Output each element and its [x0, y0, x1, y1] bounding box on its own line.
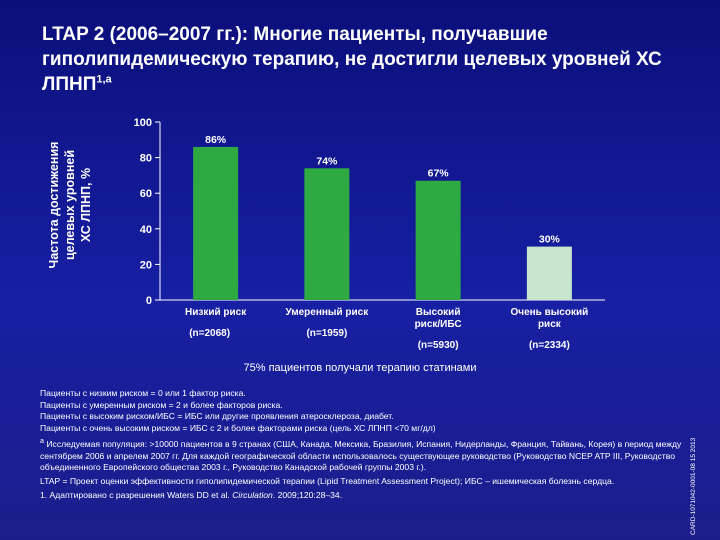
y-tick-label: 40 — [140, 224, 152, 236]
category-label-3: риск/ИБС — [415, 319, 462, 330]
slide-title: LTAP 2 (2006–2007 гг.): Многие пациенты,… — [42, 22, 682, 97]
footnote-ltap: LTAP = Проект оценки эффективности гипол… — [40, 476, 615, 487]
title-superscript: 1,a — [96, 73, 112, 86]
slide-title-text: LTAP 2 (2006–2007 гг.): Многие пациенты,… — [42, 24, 662, 95]
bar-3 — [415, 180, 461, 300]
footnote-low-risk: Пациенты с низким риском = 0 или 1 факто… — [40, 388, 246, 398]
footnotes: Пациенты с низким риском = 0 или 1 факто… — [40, 388, 692, 501]
category-label-2: Умеренный риск — [286, 307, 370, 318]
bar-4 — [526, 246, 572, 300]
document-code: CARD-1071042-0001-08 15 2013 — [690, 437, 697, 535]
footnote-a-text: Исследуемая популяция: >10000 пациентов … — [40, 439, 682, 473]
footnote-very-high-risk: Пациенты с очень высоким риском = ИБС с … — [40, 422, 436, 433]
category-n-label-3: (n=5930) — [418, 340, 459, 351]
category-label-1: Низкий риск — [185, 307, 247, 318]
bar-value-label-2: 74% — [316, 155, 338, 167]
y-tick-label: 60 — [140, 188, 152, 200]
bar-value-label-4: 30% — [539, 234, 561, 246]
bar-chart: 0 20 40 60 80 100 86% Низкий риск (n=2068) 74% Уме… — [134, 117, 588, 351]
bar-value-label-1: 86% — [205, 134, 227, 146]
footnote-moderate-risk: Пациенты с умеренным риском = 2 и более … — [40, 399, 283, 410]
reference-journal: Circulation — [232, 489, 273, 500]
category-label-3: Высокий — [416, 307, 461, 318]
y-tick-label: 100 — [134, 117, 152, 129]
category-label-4: Очень высокий — [510, 307, 588, 318]
footnote-reference: 1. Адаптировано с разрешения Waters DD e… — [40, 490, 692, 502]
footnote-high-risk: Пациенты с высоким риском/ИБС = ИБС или … — [40, 411, 394, 422]
reference-suffix: . 2009;120:28–34. — [272, 489, 343, 500]
reference-prefix: 1. Адаптировано с разрешения Waters DD e… — [40, 489, 233, 500]
footnote-a-marker: a — [40, 437, 44, 446]
y-tick-label: 20 — [140, 259, 152, 271]
category-n-label-4: (n=2334) — [529, 340, 570, 351]
bar-2 — [304, 168, 350, 300]
statin-note: 75% пациентов получали терапию статинами — [243, 362, 477, 374]
bar-value-label-3: 67% — [428, 168, 450, 180]
category-n-label-2: (n=1959) — [306, 328, 347, 339]
category-n-label-1: (n=2068) — [189, 328, 230, 339]
y-tick-label: 80 — [140, 153, 152, 165]
bar-1 — [193, 146, 239, 300]
category-label-4: риск — [538, 319, 562, 330]
footnote-population: a Исследуемая популяция: >10000 пациенто… — [40, 436, 692, 474]
y-tick-label: 0 — [146, 295, 152, 307]
